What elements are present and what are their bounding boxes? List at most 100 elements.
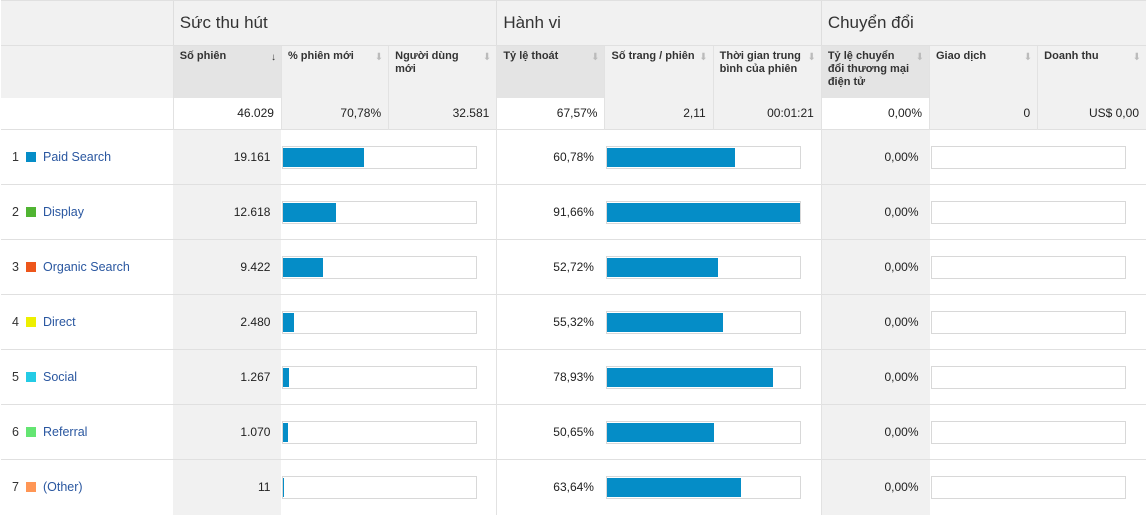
- bounce-bar-cell: [604, 239, 822, 295]
- bounce-bar-track: [605, 255, 801, 279]
- table-row: 2 Display 12.618 91,66% 0,00%: [1, 184, 1146, 240]
- row-index: 7: [12, 480, 19, 495]
- channel-link[interactable]: Social: [43, 370, 78, 384]
- channel-link[interactable]: Direct: [43, 315, 76, 329]
- bounce-rate-bar: [606, 422, 714, 442]
- channel-link[interactable]: Paid Search: [43, 150, 112, 164]
- sessions-bar-cell: [281, 129, 497, 185]
- channel-link[interactable]: Display: [43, 205, 84, 219]
- conversion-rate-value: 0,00%: [820, 349, 930, 405]
- channel-link[interactable]: (Other): [43, 480, 83, 495]
- bounce-bar-track: [605, 310, 801, 334]
- sort-icon[interactable]: ⬇: [1132, 52, 1141, 63]
- conversion-rate-value: 0,00%: [820, 404, 930, 460]
- header-blank: [1, 45, 174, 98]
- column-header-label: Số trang / phiên: [611, 50, 695, 62]
- column-header-revenue[interactable]: Doanh thu ⬇: [1037, 45, 1146, 98]
- sessions-value: 1.267: [173, 349, 282, 405]
- conversion-rate-value: 0,00%: [820, 239, 930, 295]
- bounce-rate-value: 50,65%: [496, 404, 605, 460]
- sessions-bar-cell: [281, 349, 497, 405]
- conversion-bar-cell: [929, 184, 1146, 240]
- column-header-bounce-rate[interactable]: Tỷ lệ thoát ⬇: [496, 45, 605, 98]
- column-header-label: % phiên mới: [287, 50, 354, 62]
- total-avg-session-duration: 00:01:21: [712, 97, 822, 130]
- column-header-new-sessions-pct[interactable]: % phiên mới ⬇: [280, 45, 389, 98]
- sort-icon[interactable]: ⬇: [915, 52, 924, 63]
- sessions-value: 1.070: [173, 404, 282, 460]
- bounce-bar-track: [605, 420, 801, 444]
- sort-icon[interactable]: ⬇: [1023, 52, 1033, 63]
- total-pages-per-session: 2,11: [604, 97, 714, 130]
- conversion-bar-track: [930, 200, 1126, 224]
- sessions-bar-track: [282, 255, 478, 279]
- row-index: 6: [12, 425, 19, 439]
- total-ecommerce-conversion-rate: 0,00%: [820, 97, 930, 130]
- column-header-label: Số phiên: [179, 50, 227, 62]
- conversion-bar-cell: [929, 404, 1146, 460]
- row-index: 4: [12, 315, 19, 329]
- conversion-bar-cell: [929, 239, 1146, 295]
- column-header-label: Tỷ lệ chuyển đổi thương mại điện tử: [827, 50, 909, 88]
- bounce-bar-cell: [604, 184, 822, 240]
- sessions-bar-track: [282, 145, 478, 169]
- column-header-ecommerce-conversion-rate[interactable]: Tỷ lệ chuyển đổi thương mại điện tử ⬇: [820, 45, 930, 98]
- bounce-rate-bar: [606, 312, 724, 332]
- column-header-transactions[interactable]: Giao dịch ⬇: [928, 45, 1038, 98]
- legend-swatch-icon: [26, 262, 36, 272]
- sessions-bar: [283, 477, 285, 497]
- conversion-bar-track: [930, 145, 1126, 169]
- channel-cell: 2 Display: [1, 184, 174, 240]
- channel-link[interactable]: Organic Search: [43, 260, 130, 274]
- sort-icon[interactable]: ⬇: [807, 52, 816, 63]
- total-new-sessions-pct: 70,78%: [280, 97, 389, 130]
- table-row: 1 Paid Search 19.161 60,78% 0,00%: [1, 129, 1146, 185]
- bounce-rate-value: 55,32%: [496, 294, 605, 350]
- sessions-bar-cell: [281, 239, 497, 295]
- row-index: 2: [12, 205, 19, 219]
- bounce-rate-bar: [606, 257, 718, 277]
- sort-icon[interactable]: ⬇: [591, 52, 600, 63]
- table-row: 4 Direct 2.480 55,32% 0,00%: [1, 294, 1146, 350]
- legend-swatch-icon: [26, 207, 36, 217]
- sessions-bar-cell: [281, 294, 497, 350]
- legend-swatch-icon: [26, 427, 36, 437]
- sessions-bar-cell: [281, 404, 497, 460]
- group-acquisition: Sức thu hút: [172, 0, 497, 46]
- sessions-value: 9.422: [173, 239, 282, 295]
- sessions-bar-track: [282, 420, 478, 444]
- column-header-avg-session-duration[interactable]: Thời gian trung bình của phiên ⬇: [712, 45, 822, 98]
- sessions-bar: [283, 367, 289, 387]
- sessions-bar: [283, 257, 324, 277]
- column-header-sessions[interactable]: Số phiên ↓: [172, 45, 282, 98]
- conversion-rate-value: 0,00%: [820, 184, 930, 240]
- total-sessions: 46.029: [172, 97, 282, 130]
- column-header-new-users[interactable]: Người dùng mới ⬇: [388, 45, 497, 98]
- column-header-label: Thời gian trung bình của phiên: [719, 50, 801, 75]
- row-index: 1: [12, 150, 19, 164]
- sessions-bar: [283, 422, 288, 442]
- bounce-rate-value: 78,93%: [496, 349, 605, 405]
- legend-swatch-icon: [26, 317, 36, 327]
- group-behavior: Hành vi: [496, 0, 822, 46]
- channel-cell: 1 Paid Search: [1, 129, 174, 185]
- bounce-rate-bar: [606, 367, 774, 387]
- sort-icon[interactable]: ⬇: [699, 52, 708, 63]
- sort-icon[interactable]: ⬇: [482, 52, 492, 63]
- bounce-rate-value: 52,72%: [496, 239, 605, 295]
- sort-desc-icon[interactable]: ↓: [270, 52, 276, 63]
- sessions-value: 19.161: [173, 129, 282, 185]
- sessions-bar: [283, 202, 337, 222]
- conversion-rate-value: 0,00%: [820, 294, 930, 350]
- column-header-pages-per-session[interactable]: Số trang / phiên ⬇: [604, 45, 714, 98]
- table-row: 3 Organic Search 9.422 52,72% 0,00%: [1, 239, 1146, 295]
- conversion-bar-cell: [929, 349, 1146, 405]
- conversion-bar-cell: [929, 459, 1146, 515]
- legend-swatch-icon: [26, 152, 36, 162]
- bounce-bar-track: [605, 145, 801, 169]
- bounce-bar-cell: [604, 129, 822, 185]
- column-header-label: Tỷ lệ thoát: [503, 50, 559, 62]
- sort-icon[interactable]: ⬇: [374, 52, 384, 63]
- channel-link[interactable]: Referral: [43, 425, 88, 439]
- bounce-bar-cell: [604, 404, 822, 460]
